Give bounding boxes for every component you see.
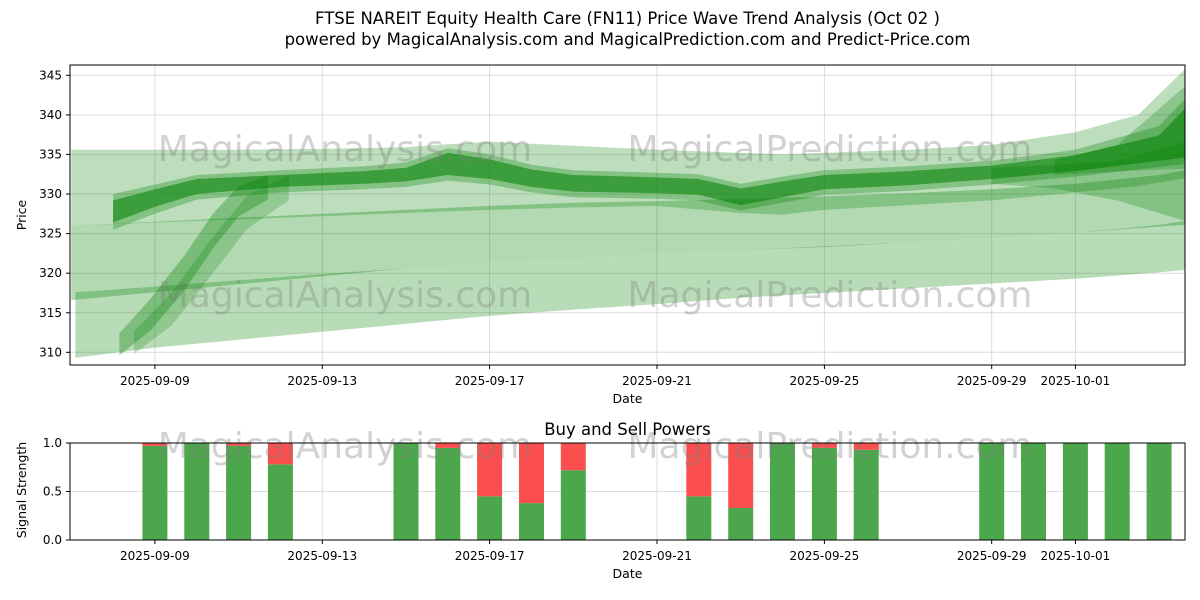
sell-bar [811, 443, 837, 448]
power-chart-title: Buy and Sell Powers [544, 420, 711, 439]
price-xtick-label: 2025-09-25 [790, 374, 860, 388]
price-axes: 310 315 320 325 330 335 340 345 2025-09-09 2025-0… [39, 64, 1186, 388]
price-ytick-label: 340 [39, 108, 62, 122]
watermark-text: MagicalAnalysis.com [158, 426, 532, 467]
buy-bar [477, 496, 503, 540]
price-xtick-label: 2025-09-17 [455, 374, 525, 388]
power-xtick-label: 2025-09-09 [120, 549, 190, 563]
price-ytick-label: 320 [39, 266, 62, 280]
watermark-text: MagicalPrediction.com [628, 426, 1033, 467]
buy-bar [519, 503, 544, 540]
buy-bar [226, 445, 252, 540]
power-ytick-label: 0.0 [43, 533, 62, 547]
buy-bar [142, 445, 168, 540]
buy-bar [1104, 443, 1130, 540]
power-xtick-label: 2025-09-13 [287, 549, 357, 563]
wave-band-lower-band [75, 220, 1185, 358]
buy-bar [979, 443, 1005, 540]
wave-band-right-fan-high [1054, 86, 1185, 175]
wave-band-left-wave-b [134, 175, 289, 354]
price-ytick-label: 330 [39, 187, 62, 201]
buy-bar [728, 508, 754, 540]
power-y-axis-label: Signal Strength [14, 441, 29, 539]
price-xtick-label: 2025-09-21 [622, 374, 692, 388]
watermark-text: MagicalPrediction.com [628, 275, 1033, 316]
power-plot: MagicalAnalysis.com MagicalPrediction.com… [43, 426, 1186, 563]
price-ytick-label: 315 [39, 306, 62, 320]
buy-bar [560, 470, 586, 540]
sell-bar [519, 443, 544, 504]
buy-bar [811, 447, 837, 540]
watermark-text: MagicalAnalysis.com [158, 275, 532, 316]
buy-bar [1021, 443, 1046, 540]
chart-title: FTSE NAREIT Equity Health Care (FN11) Pr… [315, 9, 940, 28]
watermark-text: MagicalPrediction.com [628, 129, 1033, 170]
power-bars [142, 443, 1172, 540]
price-xtick-label: 2025-09-09 [120, 374, 190, 388]
power-x-axis-label: Date [612, 566, 643, 581]
price-plot: MagicalAnalysis.com MagicalPrediction.com… [39, 64, 1186, 388]
price-ytick-label: 325 [39, 227, 62, 241]
buy-bar [184, 443, 210, 540]
sell-bar [477, 443, 503, 497]
wave-band-left-wave-a [119, 175, 268, 356]
sell-bar [142, 443, 168, 446]
power-ytick-label: 1.0 [43, 436, 62, 450]
power-xtick-label: 2025-10-01 [1041, 549, 1111, 563]
sell-bar [435, 443, 461, 448]
buy-bar [686, 496, 712, 540]
sell-bar [267, 443, 293, 465]
buy-bar [1062, 443, 1088, 540]
buy-bar [267, 464, 293, 540]
price-wave-bands [71, 69, 1185, 358]
price-xtick-label: 2025-09-29 [957, 374, 1027, 388]
price-xtick-label: 2025-09-13 [287, 374, 357, 388]
price-ytick-label: 310 [39, 345, 62, 359]
sell-bar [226, 443, 252, 446]
power-xtick-label: 2025-09-17 [455, 549, 525, 563]
price-grid [70, 65, 1185, 365]
wave-band-mid-band [71, 170, 1185, 301]
power-xtick-label: 2025-09-21 [622, 549, 692, 563]
price-ytick-label: 345 [39, 68, 62, 82]
price-ytick-label: 335 [39, 147, 62, 161]
power-watermarks: MagicalAnalysis.com MagicalPrediction.com [158, 426, 1033, 467]
buy-bar [1146, 443, 1172, 540]
price-watermarks: MagicalAnalysis.com MagicalPrediction.com… [158, 129, 1033, 316]
buy-bar [393, 443, 419, 540]
price-plot-border [69, 64, 1186, 366]
power-ytick-label: 0.5 [43, 485, 62, 499]
wave-band-outer-upper [71, 69, 1185, 226]
watermark-text: MagicalAnalysis.com [158, 129, 532, 170]
price-x-axis-label: Date [612, 391, 643, 406]
power-axes: 0.0 0.5 1.0 2025-09-09 2025-09-13 2025-09-17 2… [43, 436, 1186, 563]
price-y-axis-label: Price [14, 199, 29, 231]
wave-band-right-fan-low [991, 141, 1185, 221]
power-xtick-label: 2025-09-25 [790, 549, 860, 563]
price-xtick-label: 2025-10-01 [1041, 374, 1111, 388]
chart-subtitle: powered by MagicalAnalysis.com and Magic… [284, 30, 971, 49]
sell-bar [853, 443, 879, 450]
sell-bar [560, 443, 586, 471]
sell-bar [728, 443, 754, 508]
buy-bar [853, 449, 879, 540]
power-xtick-label: 2025-09-29 [957, 549, 1027, 563]
wave-band-upper-mid [113, 99, 1185, 230]
sell-bar [686, 443, 712, 497]
buy-bar [435, 447, 461, 540]
buy-bar [770, 443, 795, 540]
